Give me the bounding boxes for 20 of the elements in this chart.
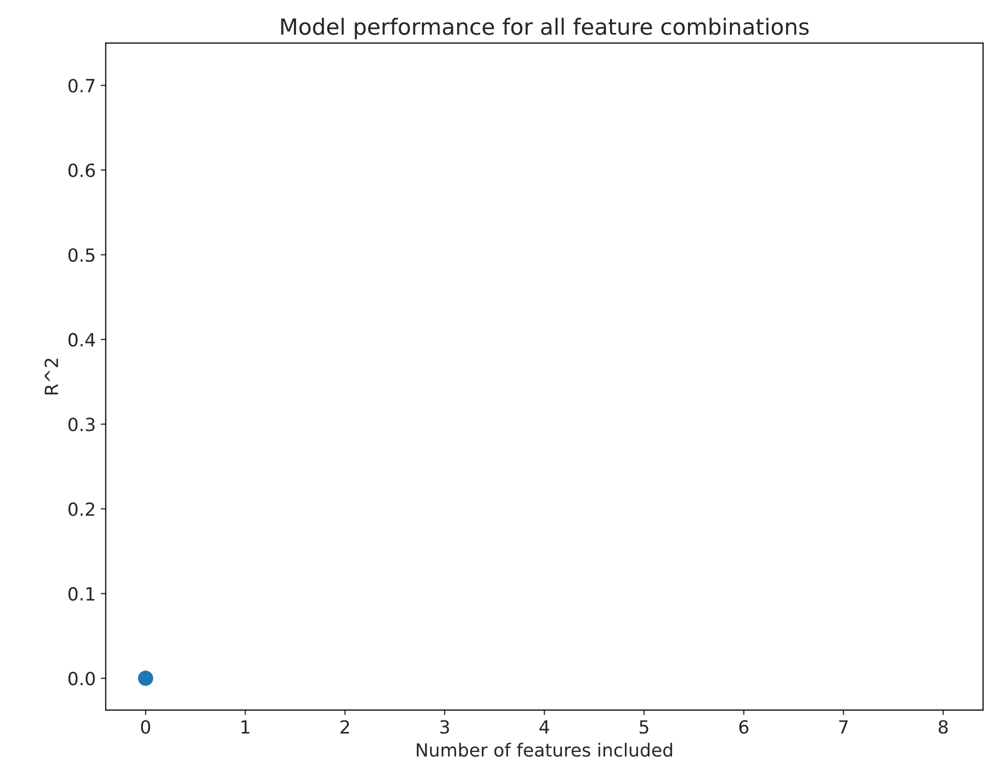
y-tick-label: 0.4 bbox=[68, 332, 95, 347]
x-tick-label: 0 bbox=[141, 720, 150, 734]
x-axis-title: Number of features included bbox=[416, 742, 672, 757]
x-tick-label: 3 bbox=[440, 720, 449, 734]
x-tick-label: 8 bbox=[938, 720, 948, 734]
y-tick-label: 0.2 bbox=[68, 502, 94, 516]
y-tick-label: 0.6 bbox=[68, 164, 95, 178]
x-tick-label: 4 bbox=[540, 720, 550, 734]
y-tick-label: 0.3 bbox=[68, 418, 95, 432]
y-tick-label: 0.0 bbox=[68, 672, 95, 686]
y-tick-label: 0.5 bbox=[68, 248, 94, 262]
y-axis-title: R^2 bbox=[44, 358, 58, 394]
x-tick-label: 1 bbox=[242, 720, 250, 734]
y-tick-label: 0.7 bbox=[68, 78, 94, 92]
y-tick-label: 0.1 bbox=[68, 587, 94, 601]
x-tick-label: 6 bbox=[739, 720, 748, 734]
x-tick-label: 2 bbox=[340, 720, 349, 734]
x-tick-label: 7 bbox=[839, 720, 848, 734]
x-tick-label: 5 bbox=[640, 720, 648, 734]
chart-title: Model performance for all feature combinations bbox=[281, 18, 809, 40]
